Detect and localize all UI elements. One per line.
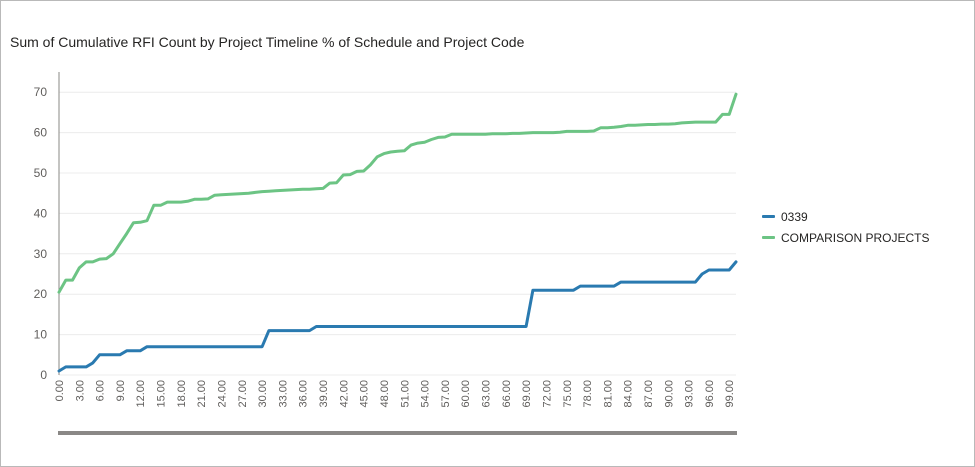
legend-item-0339[interactable]: 0339 (762, 206, 929, 227)
x-tick-label: 87.00 (643, 380, 655, 408)
x-tick-label: 36.00 (298, 380, 310, 408)
x-tick-label: 0.00 (54, 380, 66, 401)
grid-lines (59, 91, 736, 376)
x-tick-label: 27.00 (237, 380, 249, 408)
x-tick-label: 21.00 (196, 380, 208, 408)
x-tick-label: 30.00 (257, 380, 269, 408)
x-tick-label: 6.00 (95, 380, 107, 401)
x-tick-label: 3.00 (74, 380, 86, 401)
legend-label-0339: 0339 (781, 209, 808, 224)
x-tick-label: 96.00 (704, 380, 716, 408)
x-tick-label: 24.00 (216, 380, 228, 408)
x-tick-label: 57.00 (440, 380, 452, 408)
x-tick-label: 48.00 (379, 380, 391, 408)
y-tick-label: 0 (40, 368, 47, 382)
x-tick-label: 81.00 (602, 380, 614, 408)
x-tick-label: 69.00 (521, 380, 533, 408)
series-line-0339[interactable] (57, 260, 738, 373)
x-tick-label: 51.00 (399, 380, 411, 408)
legend-swatch-comparison-projects (762, 236, 775, 239)
x-tick-label: 63.00 (481, 380, 493, 408)
series-lines (57, 92, 738, 373)
y-tick-label: 50 (34, 166, 48, 180)
x-tick-label: 54.00 (420, 380, 432, 408)
x-tick-label: 12.00 (135, 380, 147, 408)
x-tick-label: 90.00 (663, 380, 675, 408)
x-tick-label: 60.00 (460, 380, 472, 408)
x-tick-label: 33.00 (277, 380, 289, 408)
series-line-comparison-projects[interactable] (57, 92, 738, 294)
x-tick-label: 75.00 (562, 380, 574, 408)
legend: 0339 COMPARISON PROJECTS (762, 206, 929, 248)
horizontal-scrollbar[interactable] (58, 431, 737, 435)
x-tick-label: 18.00 (176, 380, 188, 408)
y-tick-label: 10 (34, 328, 48, 342)
y-axis-ticks: 0 10 20 30 40 50 60 70 (34, 85, 48, 382)
chart-title: Sum of Cumulative RFI Count by Project T… (10, 34, 525, 50)
y-tick-label: 20 (34, 287, 48, 301)
x-tick-label: 84.00 (623, 380, 635, 408)
x-tick-label: 45.00 (359, 380, 371, 408)
x-tick-label: 15.00 (156, 380, 168, 408)
x-axis-ticks: 0.00 3.00 6.00 9.00 12.00 15.00 18.00 21.00 24.0… (54, 380, 736, 408)
x-tick-label: 93.00 (684, 380, 696, 408)
y-tick-label: 70 (34, 85, 48, 99)
y-tick-label: 40 (34, 206, 48, 220)
x-tick-label: 42.00 (338, 380, 350, 408)
x-tick-label: 99.00 (724, 380, 736, 408)
legend-label-comparison-projects: COMPARISON PROJECTS (781, 230, 930, 245)
x-tick-label: 9.00 (115, 380, 127, 401)
x-tick-label: 72.00 (541, 380, 553, 408)
y-tick-label: 60 (34, 126, 48, 140)
legend-swatch-0339 (762, 215, 775, 218)
legend-item-comparison-projects[interactable]: COMPARISON PROJECTS (762, 227, 929, 248)
x-tick-label: 39.00 (318, 380, 330, 408)
y-tick-label: 30 (34, 247, 48, 261)
x-tick-label: 78.00 (582, 380, 594, 408)
x-tick-label: 66.00 (501, 380, 513, 408)
